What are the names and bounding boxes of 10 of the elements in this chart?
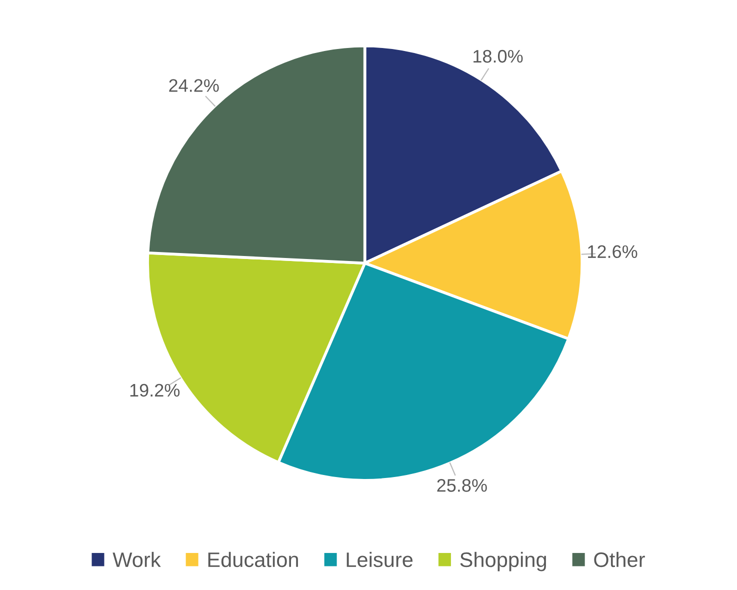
legend-label: Other (594, 552, 645, 568)
data-label: 25.8% (437, 479, 487, 492)
data-label: 12.6% (588, 245, 638, 258)
legend-label: Leisure (346, 552, 413, 568)
legend-label: Work (112, 552, 161, 568)
legend-label: Shopping (460, 552, 546, 572)
data-label: 18.0% (474, 50, 523, 63)
data-label: 19.2% (130, 384, 180, 397)
data-label: 24.2% (169, 79, 219, 92)
legend-label: Education (208, 552, 298, 568)
